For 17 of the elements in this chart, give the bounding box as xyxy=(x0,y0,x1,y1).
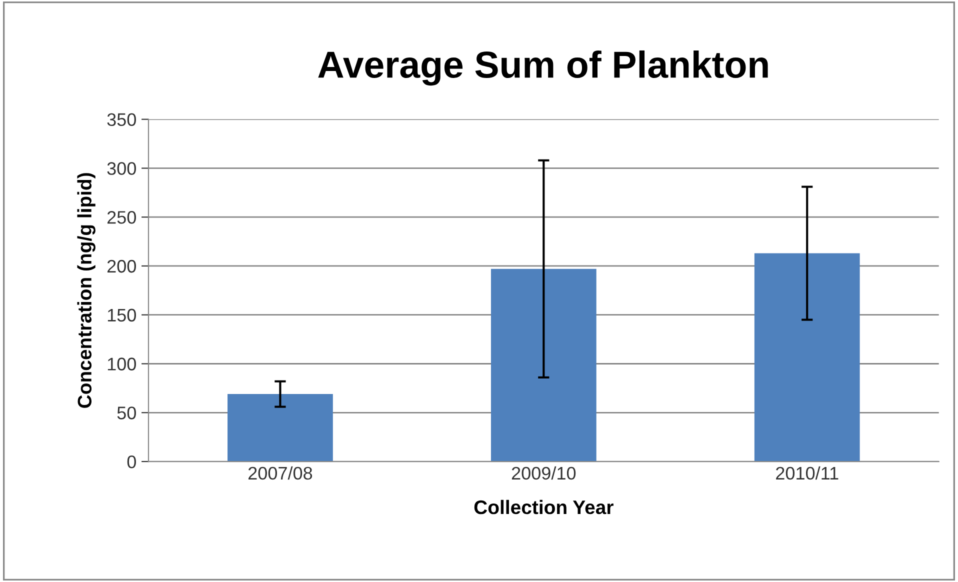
bar xyxy=(754,253,860,462)
x-tick-label: 2007/08 xyxy=(248,466,312,480)
y-tick-label: 150 xyxy=(108,308,136,322)
bar xyxy=(228,394,333,462)
y-tick-label: 250 xyxy=(107,211,136,224)
y-axis-title: Concentration (ng/g lipid) xyxy=(77,173,96,408)
chart-title: Average Sum of Plankton xyxy=(318,50,768,86)
y-tick-label: 200 xyxy=(107,260,136,273)
bar xyxy=(490,268,596,462)
x-axis-title: Collection Year xyxy=(474,500,614,514)
x-tick-label: 2010/11 xyxy=(776,466,838,480)
y-tick-label: 100 xyxy=(108,358,136,370)
y-tick-label: 350 xyxy=(107,113,136,126)
x-tick-label: 2009/10 xyxy=(512,466,576,480)
y-tick-label: 300 xyxy=(107,162,136,175)
y-tick-label: 0 xyxy=(127,455,136,468)
y-tick-label: 50 xyxy=(117,406,136,420)
